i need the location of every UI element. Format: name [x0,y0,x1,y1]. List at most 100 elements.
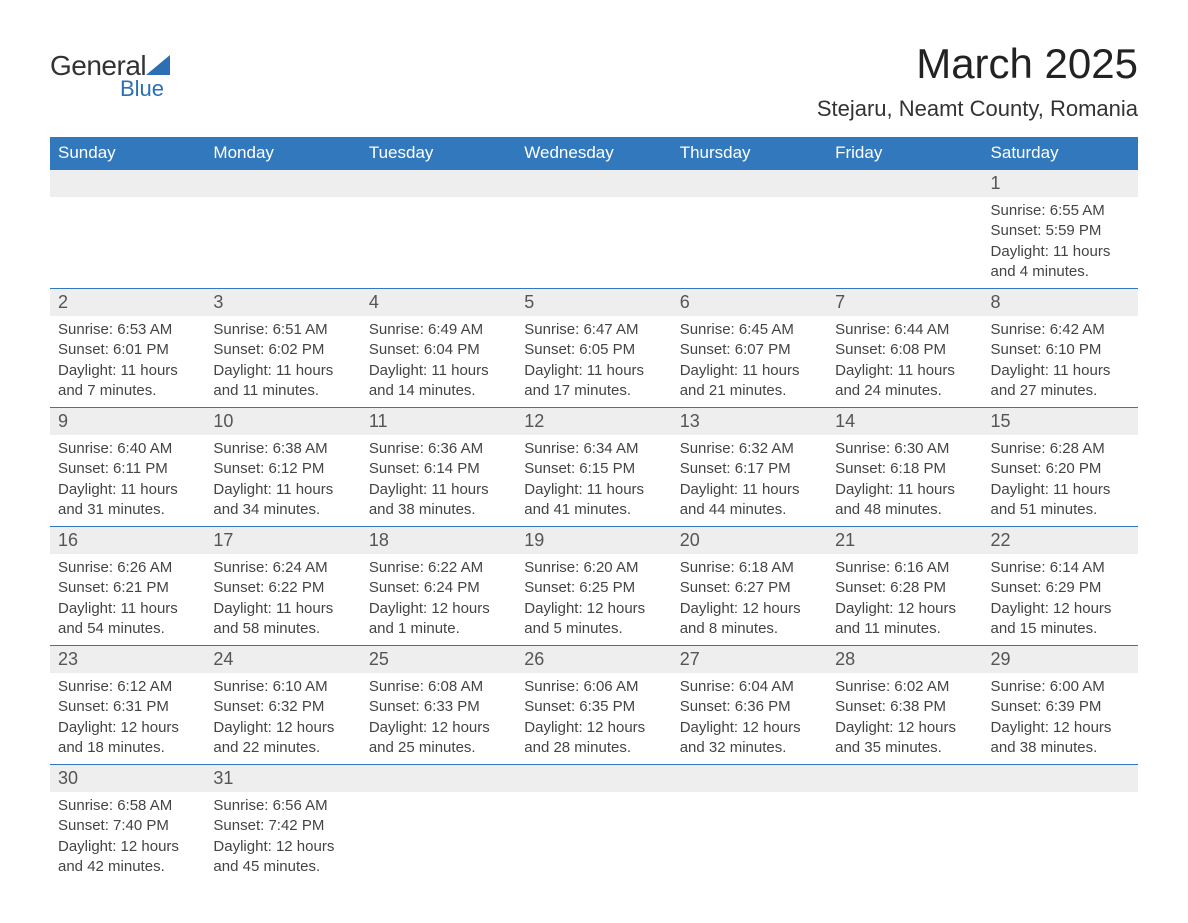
weekday-header: Sunday [50,137,205,170]
sunset-text: Sunset: 6:32 PM [213,697,352,717]
sunrise-text: Sunrise: 6:24 AM [213,558,352,578]
calendar-cell-content: Sunrise: 6:06 AMSunset: 6:35 PMDaylight:… [516,673,671,765]
day-number-row: 16171819202122 [50,527,1138,555]
day-details [516,197,671,207]
sunset-text: Sunset: 6:18 PM [835,459,974,479]
calendar-cell-daynum [827,170,982,198]
calendar-cell-daynum [983,765,1138,793]
sunset-text: Sunset: 6:31 PM [58,697,197,717]
day-number: 13 [672,408,827,435]
day-number: 23 [50,646,205,673]
daylight-text: Daylight: 12 hours and 42 minutes. [58,837,197,878]
sunset-text: Sunset: 7:40 PM [58,816,197,836]
calendar-cell-daynum: 18 [361,527,516,555]
calendar-cell-daynum: 19 [516,527,671,555]
calendar-cell-content: Sunrise: 6:34 AMSunset: 6:15 PMDaylight:… [516,435,671,527]
day-details: Sunrise: 6:00 AMSunset: 6:39 PMDaylight:… [983,673,1138,764]
calendar-cell-daynum [205,170,360,198]
day-number: 4 [361,289,516,316]
day-details: Sunrise: 6:58 AMSunset: 7:40 PMDaylight:… [50,792,205,883]
calendar-cell-content [361,792,516,883]
daylight-text: Daylight: 11 hours and 14 minutes. [369,361,508,402]
sunset-text: Sunset: 6:29 PM [991,578,1130,598]
day-number: 27 [672,646,827,673]
calendar-cell-content: Sunrise: 6:04 AMSunset: 6:36 PMDaylight:… [672,673,827,765]
sunset-text: Sunset: 6:17 PM [680,459,819,479]
calendar-cell-daynum: 23 [50,646,205,674]
daylight-text: Daylight: 11 hours and 21 minutes. [680,361,819,402]
daylight-text: Daylight: 12 hours and 15 minutes. [991,599,1130,640]
calendar-cell-content: Sunrise: 6:49 AMSunset: 6:04 PMDaylight:… [361,316,516,408]
day-details [672,792,827,802]
day-details: Sunrise: 6:32 AMSunset: 6:17 PMDaylight:… [672,435,827,526]
day-content-row: Sunrise: 6:12 AMSunset: 6:31 PMDaylight:… [50,673,1138,765]
weekday-header: Friday [827,137,982,170]
daylight-text: Daylight: 12 hours and 8 minutes. [680,599,819,640]
day-details: Sunrise: 6:14 AMSunset: 6:29 PMDaylight:… [983,554,1138,645]
day-details [672,197,827,207]
calendar-cell-daynum: 11 [361,408,516,436]
sunrise-text: Sunrise: 6:30 AM [835,439,974,459]
day-number: 24 [205,646,360,673]
calendar-cell-daynum: 26 [516,646,671,674]
calendar-cell-content [361,197,516,289]
day-number: 12 [516,408,671,435]
calendar-cell-daynum: 4 [361,289,516,317]
calendar-cell-content [827,197,982,289]
day-details [827,197,982,207]
calendar-cell-content: Sunrise: 6:14 AMSunset: 6:29 PMDaylight:… [983,554,1138,646]
day-number-row: 23242526272829 [50,646,1138,674]
day-details: Sunrise: 6:12 AMSunset: 6:31 PMDaylight:… [50,673,205,764]
calendar-cell-content: Sunrise: 6:00 AMSunset: 6:39 PMDaylight:… [983,673,1138,765]
sunrise-text: Sunrise: 6:58 AM [58,796,197,816]
daylight-text: Daylight: 12 hours and 35 minutes. [835,718,974,759]
sunset-text: Sunset: 6:10 PM [991,340,1130,360]
day-details: Sunrise: 6:34 AMSunset: 6:15 PMDaylight:… [516,435,671,526]
calendar-cell-daynum: 28 [827,646,982,674]
day-details: Sunrise: 6:36 AMSunset: 6:14 PMDaylight:… [361,435,516,526]
sunrise-text: Sunrise: 6:40 AM [58,439,197,459]
day-details: Sunrise: 6:04 AMSunset: 6:36 PMDaylight:… [672,673,827,764]
calendar-cell-daynum [50,170,205,198]
calendar-cell-content: Sunrise: 6:24 AMSunset: 6:22 PMDaylight:… [205,554,360,646]
calendar-cell-content: Sunrise: 6:26 AMSunset: 6:21 PMDaylight:… [50,554,205,646]
sunset-text: Sunset: 6:02 PM [213,340,352,360]
calendar-cell-content: Sunrise: 6:47 AMSunset: 6:05 PMDaylight:… [516,316,671,408]
calendar-cell-content: Sunrise: 6:51 AMSunset: 6:02 PMDaylight:… [205,316,360,408]
sunset-text: Sunset: 6:12 PM [213,459,352,479]
day-content-row: Sunrise: 6:55 AMSunset: 5:59 PMDaylight:… [50,197,1138,289]
calendar-cell-daynum: 7 [827,289,982,317]
sunset-text: Sunset: 5:59 PM [991,221,1130,241]
calendar-cell-daynum: 27 [672,646,827,674]
sunset-text: Sunset: 7:42 PM [213,816,352,836]
calendar-cell-content: Sunrise: 6:02 AMSunset: 6:38 PMDaylight:… [827,673,982,765]
sunrise-text: Sunrise: 6:45 AM [680,320,819,340]
calendar-cell-daynum: 20 [672,527,827,555]
daylight-text: Daylight: 12 hours and 22 minutes. [213,718,352,759]
sunrise-text: Sunrise: 6:53 AM [58,320,197,340]
daylight-text: Daylight: 11 hours and 27 minutes. [991,361,1130,402]
calendar-cell-daynum: 8 [983,289,1138,317]
calendar-cell-content: Sunrise: 6:36 AMSunset: 6:14 PMDaylight:… [361,435,516,527]
calendar-cell-daynum: 24 [205,646,360,674]
calendar-cell-content [50,197,205,289]
day-number: 30 [50,765,205,792]
day-details: Sunrise: 6:49 AMSunset: 6:04 PMDaylight:… [361,316,516,407]
calendar-cell-content: Sunrise: 6:08 AMSunset: 6:33 PMDaylight:… [361,673,516,765]
day-number: 21 [827,527,982,554]
daylight-text: Daylight: 11 hours and 48 minutes. [835,480,974,521]
day-details: Sunrise: 6:08 AMSunset: 6:33 PMDaylight:… [361,673,516,764]
calendar-cell-daynum: 31 [205,765,360,793]
daylight-text: Daylight: 11 hours and 7 minutes. [58,361,197,402]
sunset-text: Sunset: 6:11 PM [58,459,197,479]
calendar-cell-content: Sunrise: 6:38 AMSunset: 6:12 PMDaylight:… [205,435,360,527]
month-title: March 2025 [817,40,1138,88]
header: General Blue March 2025 Stejaru, Neamt C… [50,40,1138,122]
day-number: 7 [827,289,982,316]
sunset-text: Sunset: 6:08 PM [835,340,974,360]
daylight-text: Daylight: 11 hours and 34 minutes. [213,480,352,521]
calendar-cell-daynum: 12 [516,408,671,436]
calendar-cell-content: Sunrise: 6:40 AMSunset: 6:11 PMDaylight:… [50,435,205,527]
day-number: 31 [205,765,360,792]
day-details: Sunrise: 6:45 AMSunset: 6:07 PMDaylight:… [672,316,827,407]
